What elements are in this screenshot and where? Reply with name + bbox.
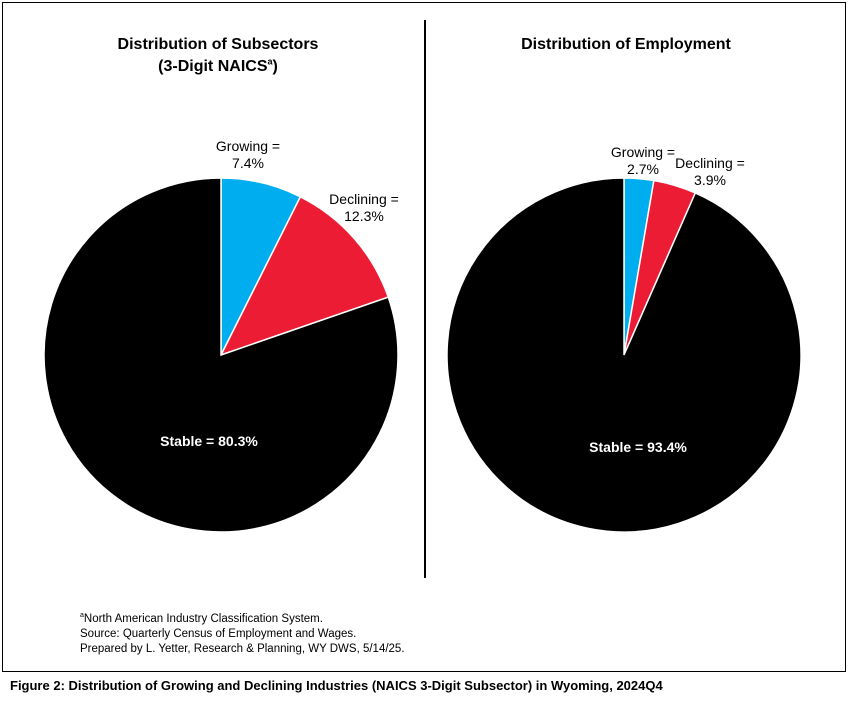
chart-divider: [424, 20, 426, 578]
declining-label-name: Declining =: [329, 191, 399, 207]
footnotes: aNorth American Industry Classification …: [80, 612, 405, 657]
subtitle-superscript: a: [267, 56, 273, 67]
figure-caption: Figure 2: Distribution of Growing and De…: [10, 678, 663, 693]
pie-slice-stable: [446, 177, 802, 533]
employment-chart-title: Distribution of Employment: [521, 36, 731, 53]
subtitle-main: (3-Digit NAICS: [158, 58, 268, 75]
naics-footnote: aNorth American Industry Classification …: [80, 612, 405, 627]
figure-frame: [2, 2, 846, 672]
declining-label-name: Declining =: [675, 155, 745, 171]
growing-label-name: Growing =: [216, 138, 280, 154]
stable-label: Stable = 93.4%: [589, 439, 687, 455]
pie-slice-declining: [219, 195, 390, 357]
growing-label-value: 7.4%: [232, 155, 264, 171]
declining-label-value: 3.9%: [694, 172, 726, 188]
subsectors-title-line2: (3-Digit NAICSa): [58, 56, 378, 78]
footnote-marker: a: [80, 612, 84, 620]
pie-slice-stable: [43, 177, 399, 533]
source-note: Source: Quarterly Census of Employment a…: [80, 628, 357, 640]
prepared-by-note: Prepared by L. Yetter, Research & Planni…: [80, 643, 405, 655]
declining-label-value: 12.3%: [344, 208, 384, 224]
growing-label-value: 2.7%: [627, 161, 659, 177]
subtitle-end: ): [272, 58, 278, 75]
naics-footnote-text: North American Industry Classification S…: [83, 613, 323, 625]
stable-label: Stable = 80.3%: [160, 433, 258, 449]
subsectors-title-line1: Distribution of Subsectors: [117, 36, 319, 53]
growing-label-name: Growing =: [611, 144, 675, 160]
subsectors-chart-title: Distribution of Subsectors (3-Digit NAIC…: [58, 34, 378, 78]
